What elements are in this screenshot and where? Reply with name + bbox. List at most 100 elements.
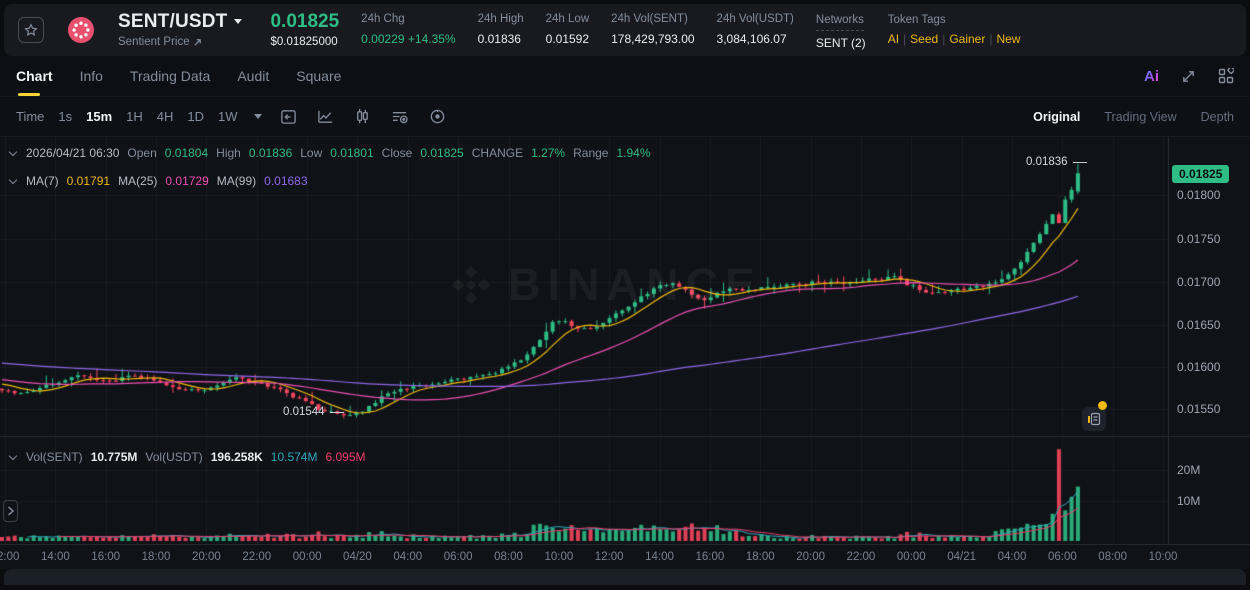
tag-gainer[interactable]: Gainer — [949, 31, 986, 46]
time-axis-label: 10:00 — [1148, 551, 1178, 563]
price-tick-label: 0.01600 — [1177, 360, 1221, 374]
time-axis-label: 14:00 — [40, 551, 70, 563]
high-value: 0.01836 — [248, 146, 293, 160]
vol-ma-slow-value: 6.095M — [325, 450, 366, 464]
symbol-block: SENT/USDT Sentient Price — [118, 10, 243, 49]
grid-layout-icon[interactable] — [1218, 68, 1234, 84]
collapse-ma-icon[interactable] — [8, 175, 18, 184]
tag-seed[interactable]: Seed — [910, 31, 939, 46]
time-axis-label: 16:00 — [91, 551, 121, 563]
price-tick-label: 0.01550 — [1177, 402, 1221, 416]
session-low-annotation: 0.01544 — [283, 406, 344, 418]
interval-more-icon[interactable] — [253, 114, 262, 119]
price-block: 0.01825 $0.01825000 — [270, 11, 339, 50]
price-axis[interactable]: 0.01825 0.01800 0.01750 0.01700 0.01650 0.01… — [1168, 137, 1250, 569]
next-panel-edge — [4, 569, 1246, 585]
open-value: 0.01804 — [164, 146, 209, 160]
collapse-volume-icon[interactable] — [8, 451, 18, 460]
price-tick-label: 0.01750 — [1177, 232, 1221, 246]
tab-info[interactable]: Info — [79, 68, 103, 84]
candlestick-chart[interactable] — [0, 137, 1168, 544]
tab-chart[interactable]: Chart — [16, 56, 53, 96]
interval-15m[interactable]: 15m — [86, 109, 113, 124]
symbol-subtitle: Sentient Price — [118, 35, 190, 48]
volume-legend: Vol(SENT) 10.775M Vol(USDT) 196.258K 10.57… — [8, 450, 366, 464]
ohlc-legend: 2026/04/21 06:30 Open 0.01804 High 0.01836… — [8, 146, 651, 160]
time-axis-label: 06:00 — [443, 551, 473, 563]
interval-1s[interactable]: 1s — [58, 109, 73, 124]
notification-dot — [1098, 401, 1107, 410]
stat-24h-chg: 24h Chg 0.00229 +14.35% — [361, 13, 456, 47]
time-axis-label: 08:00 — [1098, 551, 1128, 563]
candlestick-style-icon[interactable] — [354, 108, 371, 125]
time-label: Time — [16, 109, 45, 124]
chart-settings-icon[interactable] — [429, 108, 446, 125]
ma-legend: MA(7) 0.01791 MA(25) 0.01729 MA(99) 0.01683 — [8, 174, 308, 188]
news-feed-button[interactable] — [1082, 407, 1106, 431]
time-axis-label: 18:00 — [745, 551, 775, 563]
pane-divider[interactable] — [0, 436, 1250, 437]
volume-tick-label: 20M — [1177, 463, 1201, 477]
time-axis-label: 06:00 — [1047, 551, 1077, 563]
time-axis-label: 16:00 — [695, 551, 725, 563]
market-header: SENT/USDT Sentient Price 0.01825 $0.0182… — [4, 4, 1246, 56]
current-price-badge: 0.01825 — [1172, 165, 1230, 183]
symbol-title: SENT/USDT — [118, 10, 228, 32]
page-tabs: Chart Info Trading Data Audit Square Ai — [0, 56, 1250, 97]
favorite-button[interactable] — [18, 17, 44, 43]
tag-ai[interactable]: AI — [887, 31, 900, 46]
external-link-icon — [193, 39, 201, 46]
symbol-selector[interactable]: SENT/USDT — [118, 10, 243, 33]
ma7-value: 0.01791 — [66, 174, 111, 188]
time-axis-label: 22:00 — [242, 551, 272, 563]
range-value: 1.94% — [616, 146, 651, 160]
time-axis-label: 14:00 — [645, 551, 674, 563]
binance-spot-page: SENT/USDT Sentient Price 0.01825 $0.0182… — [0, 4, 1250, 590]
interval-4h[interactable]: 4H — [156, 109, 174, 124]
interval-1h[interactable]: 1H — [126, 109, 143, 124]
collapse-legend-icon[interactable] — [8, 147, 18, 156]
time-axis-label: 20:00 — [796, 551, 825, 563]
token-tags-block: Token Tags AI | Seed | Gainer | New — [887, 13, 1021, 46]
view-original[interactable]: Original — [1033, 109, 1081, 124]
tag-new[interactable]: New — [996, 31, 1021, 46]
time-axis-label: 04:00 — [997, 551, 1027, 563]
chevron-right-icon — [8, 506, 14, 516]
vol-quote-value: 196.258K — [210, 450, 263, 464]
interval-1w[interactable]: 1W — [218, 109, 238, 124]
tab-square[interactable]: Square — [296, 68, 342, 84]
tab-audit[interactable]: Audit — [237, 68, 270, 84]
date-range-icon[interactable] — [280, 108, 297, 125]
indicators-icon[interactable] — [391, 108, 409, 125]
symbol-subtitle-link[interactable]: Sentient Price — [118, 36, 242, 49]
stat-24h-low: 24h Low 0.01592 — [545, 13, 590, 47]
pane-expand-button[interactable] — [3, 500, 18, 522]
token-logo-icon — [68, 17, 94, 43]
ai-assistant-icon[interactable]: Ai — [1144, 67, 1159, 85]
vol-base-value: 10.775M — [90, 450, 138, 464]
time-axis-label: 18:00 — [141, 551, 171, 563]
interval-1d[interactable]: 1D — [187, 109, 205, 124]
chart-style-icon[interactable] — [317, 108, 334, 125]
low-value: 0.01801 — [330, 146, 374, 160]
expand-icon[interactable] — [1181, 69, 1196, 84]
time-axis-label: 04:00 — [393, 551, 423, 563]
volume-tick-label: 10M — [1177, 494, 1201, 508]
stat-24h-vol-base: 24h Vol(SENT) 178,429,793.00 — [611, 13, 695, 47]
change-value: 1.27% — [531, 146, 566, 160]
time-axis[interactable]: 12:00 14:00 16:00 18:00 20:00 22:00 00:00 04/20… — [0, 544, 1250, 569]
candle-datetime: 2026/04/21 06:30 — [26, 146, 120, 160]
chart-toolbar: Time 1s 15m 1H 4H 1D 1W Original — [0, 97, 1250, 137]
price-tick-label: 0.01650 — [1177, 318, 1221, 332]
ma99-value: 0.01683 — [264, 174, 308, 188]
time-axis-label: 08:00 — [494, 551, 523, 563]
view-tradingview[interactable]: Trading View — [1104, 109, 1177, 124]
tab-trading-data[interactable]: Trading Data — [129, 68, 211, 84]
view-depth[interactable]: Depth — [1200, 109, 1234, 124]
price-tick-label: 0.01700 — [1177, 275, 1221, 289]
last-price: 0.01825 — [270, 10, 340, 32]
star-icon — [24, 23, 38, 36]
networks-block[interactable]: Networks SENT (2) — [815, 14, 866, 51]
vol-ma-fast-value: 10.574M — [270, 450, 318, 464]
